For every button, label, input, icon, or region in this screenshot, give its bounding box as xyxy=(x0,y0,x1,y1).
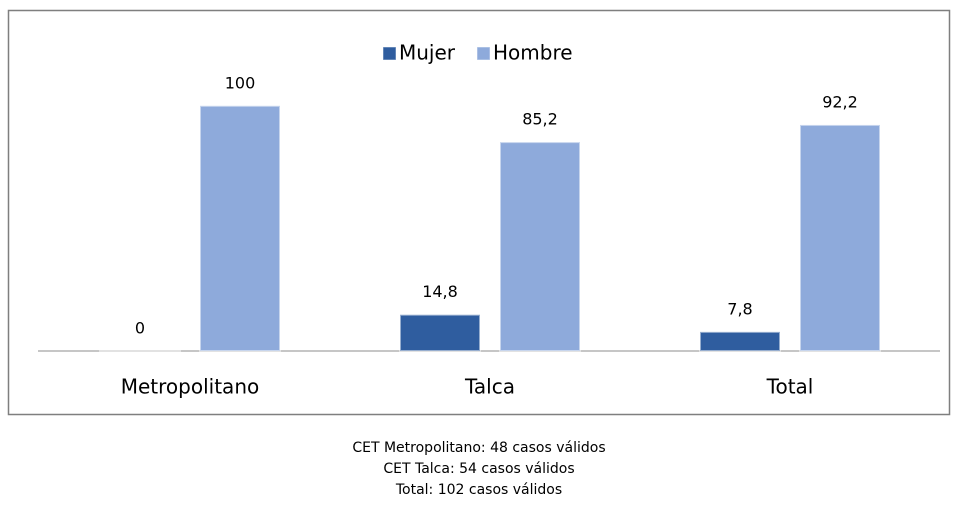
data-label: 7,8 xyxy=(727,299,752,318)
data-label: 14,8 xyxy=(422,282,458,301)
footnote: CET Metropolitano: 48 casos válidos xyxy=(352,440,605,456)
bar xyxy=(699,330,781,352)
bar xyxy=(799,123,881,353)
legend-swatch xyxy=(382,46,397,61)
legend-label: Mujer xyxy=(399,41,456,65)
bar xyxy=(199,104,281,352)
footnote: Total: 102 casos válidos xyxy=(395,482,562,498)
legend-swatch xyxy=(476,46,491,61)
bar xyxy=(499,141,581,352)
data-label: 100 xyxy=(225,73,256,92)
x-tick-label: Talca xyxy=(464,375,515,399)
data-label: 85,2 xyxy=(522,110,558,129)
data-label: 0 xyxy=(135,319,145,338)
x-tick-label: Metropolitano xyxy=(121,375,259,399)
bar xyxy=(399,313,481,352)
legend-label: Hombre xyxy=(493,41,573,65)
footnote: CET Talca: 54 casos válidos xyxy=(383,461,574,477)
x-tick-label: Total xyxy=(766,375,814,399)
data-label: 92,2 xyxy=(822,92,858,111)
